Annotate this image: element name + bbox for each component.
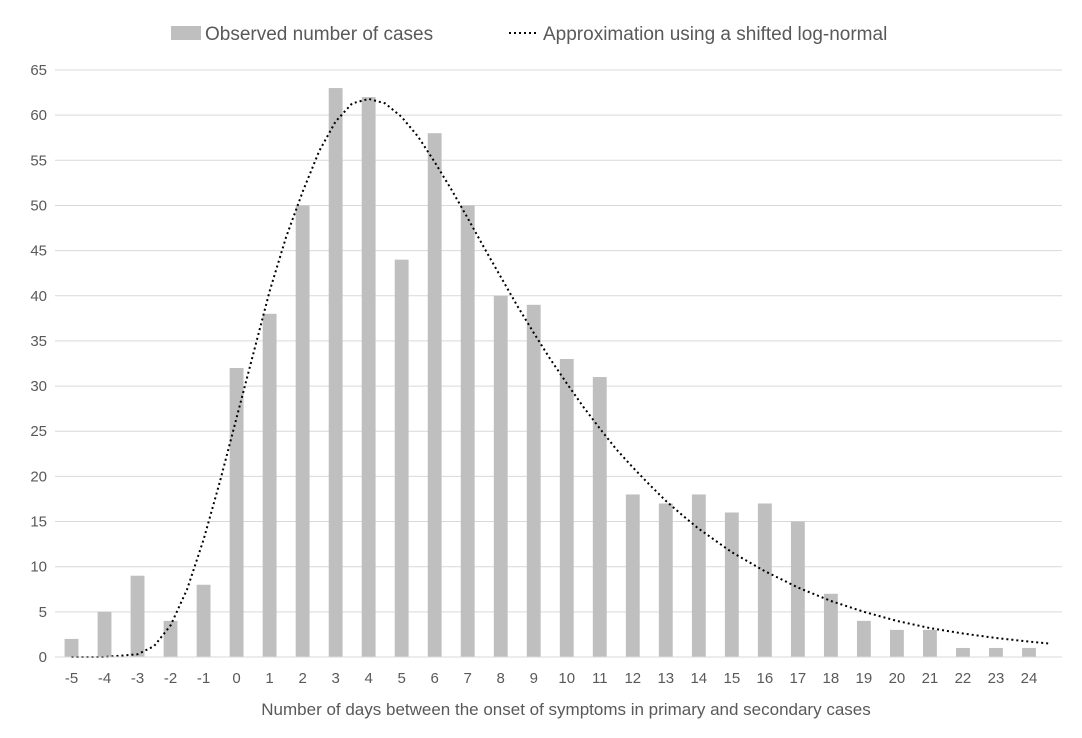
x-tick-label: 5 bbox=[398, 670, 406, 687]
x-tick-label: 18 bbox=[823, 670, 840, 687]
bar bbox=[526, 304, 541, 657]
x-tick-label: -1 bbox=[197, 670, 210, 687]
y-tick-label: 60 bbox=[30, 107, 47, 124]
bar bbox=[956, 647, 970, 657]
bar bbox=[295, 205, 310, 657]
bar bbox=[361, 97, 376, 658]
x-tick-label: 15 bbox=[723, 670, 740, 687]
x-tick-label: 23 bbox=[988, 670, 1005, 687]
bars bbox=[64, 88, 1036, 658]
y-tick-label: 35 bbox=[30, 333, 47, 350]
legend-swatch-bar bbox=[171, 26, 201, 40]
bar bbox=[757, 503, 772, 657]
y-tick-label: 20 bbox=[30, 468, 47, 485]
y-tick-label: 30 bbox=[30, 378, 47, 395]
x-tick-label: 7 bbox=[464, 670, 472, 687]
x-tick-label: 9 bbox=[530, 670, 538, 687]
y-tick-label: 0 bbox=[39, 649, 47, 666]
bar bbox=[97, 611, 112, 657]
bar bbox=[460, 205, 475, 657]
bar bbox=[856, 620, 871, 657]
bar bbox=[724, 512, 739, 657]
x-tick-label: 1 bbox=[265, 670, 273, 687]
bar bbox=[691, 494, 706, 657]
bar bbox=[262, 313, 277, 657]
x-tick-label: 6 bbox=[431, 670, 439, 687]
y-tick-label: 55 bbox=[30, 152, 47, 169]
x-tick-label: 16 bbox=[757, 670, 774, 687]
bar bbox=[658, 503, 673, 657]
x-tick-label: 8 bbox=[497, 670, 505, 687]
x-tick-label: -3 bbox=[131, 670, 144, 687]
bar bbox=[1022, 647, 1036, 657]
bar bbox=[328, 88, 343, 658]
x-tick-label: 24 bbox=[1021, 670, 1038, 687]
x-tick-label: 21 bbox=[922, 670, 939, 687]
bar bbox=[823, 593, 838, 657]
x-tick-label: 17 bbox=[790, 670, 807, 687]
y-tick-label: 65 bbox=[30, 62, 47, 79]
bar bbox=[130, 575, 145, 657]
bar bbox=[229, 368, 244, 657]
bar bbox=[559, 358, 574, 657]
y-tick-label: 40 bbox=[30, 288, 47, 305]
y-axis: 0 5 10 15 20 25 30 35 40 45 50 55 60 65 bbox=[30, 62, 47, 666]
x-tick-label: 13 bbox=[657, 670, 674, 687]
bar bbox=[790, 521, 805, 657]
y-tick-label: 45 bbox=[30, 243, 47, 260]
x-tick-label: 14 bbox=[690, 670, 707, 687]
gridlines bbox=[55, 69, 1062, 613]
x-tick-label: 11 bbox=[592, 670, 608, 687]
x-tick-label: -2 bbox=[164, 670, 177, 687]
x-tick-label: -5 bbox=[65, 670, 78, 687]
x-tick-label: 3 bbox=[331, 670, 339, 687]
lognormal-curve bbox=[71, 97, 1049, 658]
y-tick-label: 25 bbox=[30, 423, 47, 440]
x-tick-label: 19 bbox=[856, 670, 873, 687]
bar bbox=[989, 647, 1003, 657]
x-tick-label: 0 bbox=[232, 670, 240, 687]
curve bbox=[71, 97, 1049, 658]
y-tick-label: 5 bbox=[39, 604, 47, 621]
bar bbox=[923, 629, 937, 657]
legend: Observed number of cases Approximation u… bbox=[171, 24, 887, 45]
x-tick-label: 2 bbox=[298, 670, 306, 687]
bar bbox=[493, 295, 508, 657]
legend-label-observed: Observed number of cases bbox=[205, 24, 433, 45]
x-tick-label: 22 bbox=[955, 670, 972, 687]
bar bbox=[64, 638, 79, 657]
x-tick-label: -4 bbox=[98, 670, 111, 687]
legend-label-approximation: Approximation using a shifted log-normal bbox=[543, 24, 887, 45]
bar bbox=[592, 377, 607, 657]
bar bbox=[427, 133, 442, 657]
y-tick-label: 15 bbox=[30, 514, 47, 531]
x-tick-label: 4 bbox=[364, 670, 372, 687]
x-axis: -5 -4 -3 -2 -1 0 1 2 3 4 5 6 7 8 9 10 11 12 13 14 15 16 17 18 19… bbox=[65, 670, 1037, 687]
bar bbox=[394, 259, 409, 657]
x-tick-label: 12 bbox=[624, 670, 641, 687]
bar bbox=[196, 584, 211, 657]
x-tick-label: 10 bbox=[558, 670, 575, 687]
y-tick-label: 50 bbox=[30, 197, 47, 214]
x-tick-label: 20 bbox=[889, 670, 906, 687]
bar bbox=[625, 494, 640, 657]
x-axis-title: Number of days between the onset of symp… bbox=[261, 700, 870, 719]
y-tick-label: 10 bbox=[30, 559, 47, 576]
bar bbox=[889, 629, 904, 657]
